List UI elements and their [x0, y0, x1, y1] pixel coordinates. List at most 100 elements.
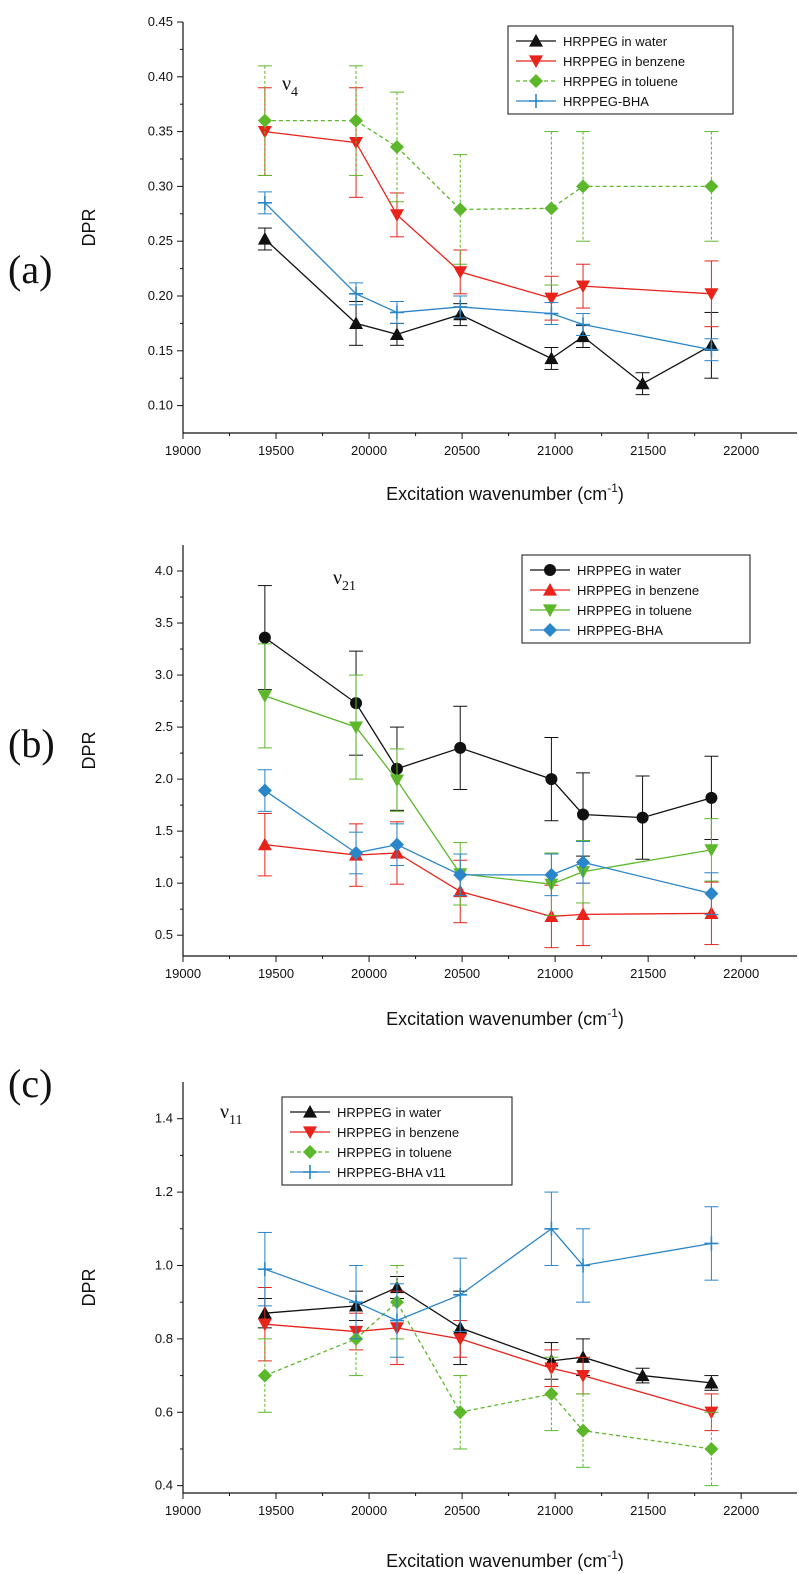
- data-point: [349, 316, 364, 329]
- x-axis-label-sup: -1: [607, 481, 618, 495]
- data-point: [257, 113, 272, 128]
- data-point: [544, 1386, 559, 1401]
- data-point: [453, 1287, 468, 1302]
- legend-marker: [543, 583, 557, 596]
- data-point: [389, 139, 404, 154]
- data-point: [576, 1350, 591, 1363]
- y-tick-label: 0.10: [148, 398, 173, 413]
- data-point: [349, 845, 364, 860]
- legend-label: HRPPEG in water: [577, 563, 682, 578]
- x-tick-label: 21000: [537, 1503, 573, 1518]
- y-tick-label: 0.25: [148, 233, 173, 248]
- y-tick-label: 1.0: [155, 875, 173, 890]
- legend-label: HRPPEG in toluene: [563, 74, 678, 89]
- x-tick-label: 19500: [258, 966, 294, 981]
- data-point: [635, 376, 650, 390]
- series-3: [257, 191, 719, 362]
- data-point: [389, 837, 404, 852]
- x-tick-label: 21000: [537, 443, 573, 458]
- y-tick-label: 3.5: [155, 615, 173, 630]
- data-point: [257, 1262, 272, 1277]
- data-point: [453, 1333, 468, 1346]
- legend-label: HRPPEG in benzene: [577, 583, 699, 598]
- data-point: [576, 1258, 591, 1273]
- x-axis-label-main: Excitation wavenumber (cm: [386, 1551, 607, 1571]
- x-tick-label: 19000: [165, 966, 201, 981]
- chart-panel-b: 19000 19500 20000 20500 21000 21500 22000 0.5 1.…: [8, 545, 797, 1029]
- data-point: [705, 791, 718, 804]
- y-tick-label: 1.4: [155, 1111, 173, 1126]
- y-tick-label: 1.0: [155, 1257, 173, 1272]
- data-point: [257, 1318, 272, 1332]
- x-axis-label-end: ): [618, 1551, 624, 1571]
- legend-marker: [303, 1145, 317, 1159]
- y-tick-label: 1.5: [155, 823, 173, 838]
- legend: HRPPEG in water HRPPEG in benzene HRPPEG i…: [507, 25, 734, 115]
- x-tick-label: 22000: [723, 1503, 759, 1518]
- legend-label: HRPPEG in water: [563, 34, 668, 49]
- data-point: [257, 232, 272, 245]
- data-point: [257, 837, 272, 851]
- x-tick-label: 21500: [630, 1503, 666, 1518]
- x-tick-label: 20000: [351, 443, 387, 458]
- legend-label: HRPPEG-BHA: [577, 623, 663, 638]
- y-tick-label: 0.30: [148, 178, 173, 193]
- data-point: [257, 690, 272, 703]
- data-point: [544, 306, 559, 321]
- data-point: [453, 1405, 468, 1420]
- data-point: [257, 1368, 272, 1383]
- x-tick-label: 20000: [351, 1503, 387, 1518]
- mode-annotation: ν21: [333, 567, 356, 594]
- data-point: [704, 844, 719, 857]
- legend-label: HRPPEG in benzene: [563, 54, 685, 69]
- x-tick-label: 20500: [444, 966, 480, 981]
- data-point: [544, 292, 559, 306]
- series-line: [264, 238, 712, 385]
- y-axis-label: DPR: [79, 731, 99, 769]
- data-point: [544, 201, 559, 216]
- legend-marker: [529, 74, 543, 88]
- x-tick-label: 19000: [165, 443, 201, 458]
- mode-annotation-symbol: ν: [282, 73, 291, 95]
- y-tick-label: 0.8: [155, 1331, 173, 1346]
- series-3: [257, 769, 719, 915]
- x-tick-label: 20000: [351, 966, 387, 981]
- y-tick-label: 4.0: [155, 563, 173, 578]
- data-point: [704, 342, 719, 357]
- legend: HRPPEG in water HRPPEG in benzene HRPPEG i…: [281, 1096, 513, 1186]
- data-point: [636, 811, 649, 824]
- y-axis-label: DPR: [79, 208, 99, 246]
- x-axis-label-sup: -1: [607, 1548, 618, 1562]
- data-point: [576, 317, 591, 332]
- data-point: [453, 299, 468, 314]
- y-tick-label: 0.45: [148, 14, 173, 29]
- x-tick-label: 21500: [630, 443, 666, 458]
- mode-annotation: ν11: [220, 1101, 243, 1128]
- panel-letter: (a): [8, 247, 52, 292]
- y-tick-label: 0.15: [148, 343, 173, 358]
- data-point: [576, 907, 591, 920]
- data-point: [704, 288, 719, 301]
- x-axis-label: Excitation wavenumber (cm-1): [386, 1548, 624, 1571]
- legend-label: HRPPEG in benzene: [337, 1125, 459, 1140]
- y-tick-label: 0.20: [148, 288, 173, 303]
- x-tick-label: 19000: [165, 1503, 201, 1518]
- data-point: [389, 774, 404, 788]
- data-point: [576, 179, 591, 194]
- data-point: [704, 1236, 719, 1251]
- x-tick-label: 19500: [258, 443, 294, 458]
- y-tick-label: 2.5: [155, 719, 173, 734]
- data-point: [349, 113, 364, 128]
- legend-marker: [303, 1165, 317, 1179]
- legend-label: HRPPEG-BHA: [563, 94, 649, 109]
- data-point: [454, 741, 467, 754]
- chart-panel-a: 19000 19500 20000 20500 21000 21500 22000 0.10 0…: [8, 14, 797, 504]
- data-point: [704, 886, 719, 901]
- y-tick-label: 0.40: [148, 69, 173, 84]
- data-point: [544, 867, 559, 882]
- data-point: [389, 1313, 404, 1328]
- x-tick-label: 20500: [444, 443, 480, 458]
- data-point: [349, 1295, 364, 1310]
